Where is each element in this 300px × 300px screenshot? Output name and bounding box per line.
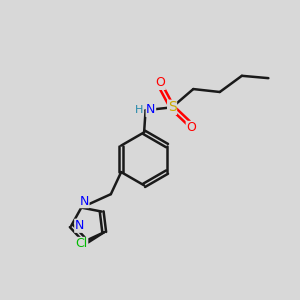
- Text: O: O: [186, 122, 196, 134]
- Text: Cl: Cl: [75, 238, 88, 250]
- Text: H: H: [135, 105, 143, 115]
- Text: N: N: [75, 219, 84, 232]
- Text: O: O: [155, 76, 165, 89]
- Text: N: N: [80, 195, 89, 208]
- Text: S: S: [168, 100, 176, 114]
- Text: N: N: [146, 103, 156, 116]
